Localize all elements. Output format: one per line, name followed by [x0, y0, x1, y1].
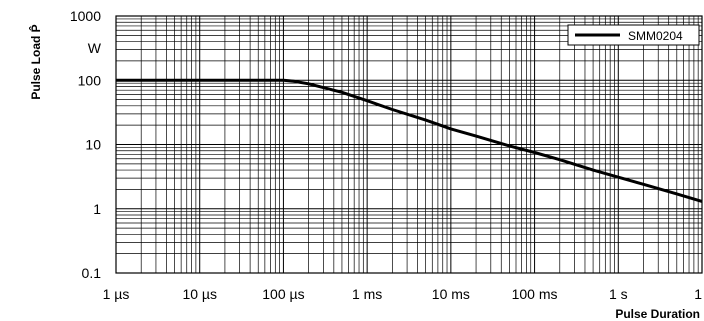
- x-tick-labels: 1 µs 10 µs 100 µs 1 ms 10 ms 100 ms 1 s 1: [103, 286, 703, 302]
- y-tick-label: 0.1: [82, 265, 102, 281]
- series-layer: [116, 78, 703, 203]
- x-axis-title: Pulse Duration: [615, 307, 700, 321]
- series-line-smm0204: [116, 78, 703, 203]
- y-tick-label: 1: [93, 201, 101, 217]
- x-tick-label: 1: [694, 286, 702, 302]
- y-tick-label: 10: [85, 137, 101, 153]
- x-tick-label: 1 s: [609, 286, 628, 302]
- y-tick-label: 100: [78, 72, 102, 88]
- x-tick-label: 1 ms: [352, 286, 382, 302]
- x-tick-label: 10 ms: [432, 286, 470, 302]
- y-tick-label: 1000: [70, 8, 101, 24]
- x-tick-label: 100 µs: [262, 286, 304, 302]
- y-unit-label: W: [88, 40, 102, 56]
- y-axis-title: Pulse Load P̂: [28, 24, 43, 99]
- x-tick-label: 100 ms: [512, 286, 558, 302]
- legend-entry-smm0204: SMM0204: [628, 29, 683, 43]
- plot-frame: [115, 15, 703, 274]
- grid: [115, 16, 702, 274]
- legend: SMM0204: [567, 24, 700, 46]
- x-tick-label: 1 µs: [103, 286, 130, 302]
- y-tick-labels: 1000 100 10 1 0.1: [70, 8, 101, 281]
- legend-box: [567, 24, 700, 46]
- x-tick-label: 10 µs: [182, 286, 217, 302]
